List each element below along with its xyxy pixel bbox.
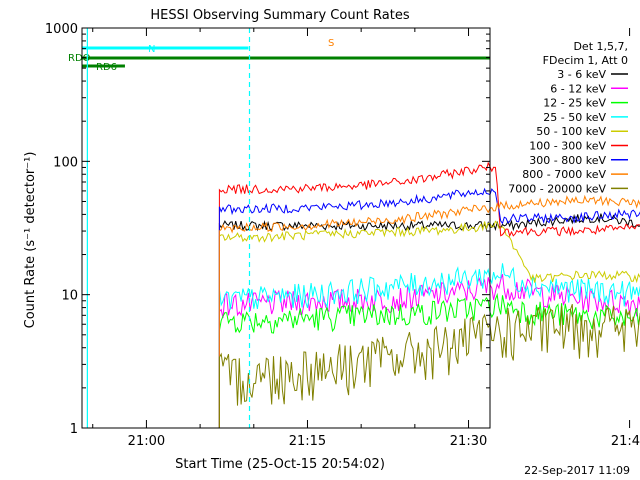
series-line-7 <box>218 194 640 428</box>
marker-label-0: N <box>148 44 155 55</box>
legend-label-1: 6 - 12 keV <box>550 82 606 95</box>
attenuator-label-0: RDO <box>68 53 91 64</box>
legend-label-8: 7000 - 20000 keV <box>508 182 606 195</box>
legend-label-5: 100 - 300 keV <box>529 140 606 153</box>
x-tick-label-2: 21:30 <box>450 434 487 449</box>
series-line-6 <box>218 187 640 428</box>
x-tick-label-1: 21:15 <box>289 434 326 449</box>
legend-label-7: 800 - 7000 keV <box>522 168 606 181</box>
legend-label-2: 12 - 25 keV <box>543 97 606 110</box>
attenuator-label-1: RD6 <box>96 62 117 73</box>
legend-header-0: Det 1,5,7, <box>573 40 628 53</box>
footer-timestamp: 22-Sep-2017 11:09 <box>524 464 630 477</box>
series-line-5 <box>218 161 640 428</box>
series-line-1 <box>218 274 640 428</box>
x-tick-label-0: 21:00 <box>128 434 165 449</box>
series-line-4 <box>218 220 640 428</box>
series-line-0 <box>218 213 640 428</box>
series-line-3 <box>218 263 640 428</box>
y-tick-label-1: 10 <box>61 289 78 304</box>
series-line-2 <box>218 292 640 428</box>
series-line-8 <box>218 303 640 428</box>
x-tick-label-3: 21:45 <box>611 434 640 449</box>
y-tick-label-2: 100 <box>53 155 78 170</box>
marker-label-1: S <box>328 38 334 49</box>
legend-label-4: 50 - 100 keV <box>536 125 606 138</box>
legend-label-0: 3 - 6 keV <box>557 68 606 81</box>
x-axis-label: Start Time (25-Oct-15 20:54:02) <box>175 457 385 472</box>
legend-header-1: FDecim 1, Att 0 <box>543 54 628 67</box>
chart-title: HESSI Observing Summary Count Rates <box>150 8 409 23</box>
plot-area: RDORD6NS21:0021:1521:3021:4522:0022:1522… <box>45 22 640 449</box>
y-axis-label: Count Rate (s⁻¹ detector⁻¹) <box>23 152 38 329</box>
legend-label-3: 25 - 50 keV <box>543 111 606 124</box>
y-tick-label-3: 1000 <box>45 22 78 37</box>
plot-frame <box>81 27 491 429</box>
y-tick-label-0: 1 <box>70 422 78 437</box>
legend-label-6: 300 - 800 keV <box>529 154 606 167</box>
